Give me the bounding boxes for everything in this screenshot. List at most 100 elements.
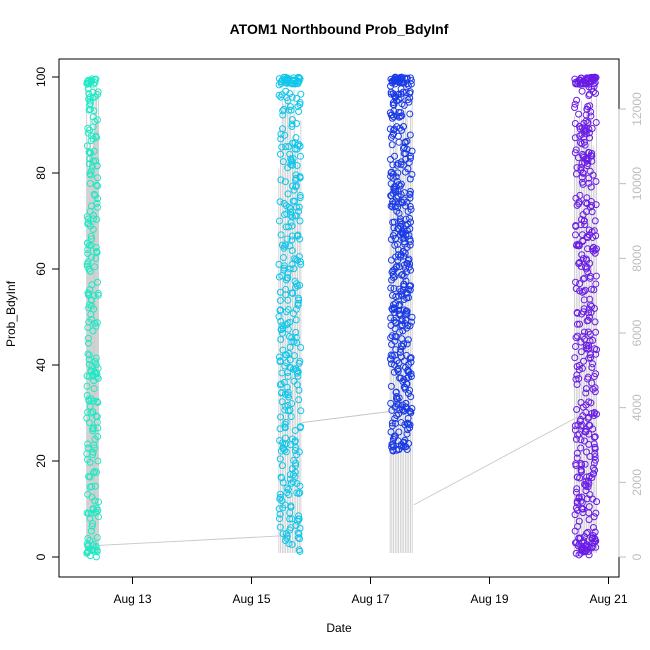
point-0-70 [95, 498, 103, 506]
point-2-313 [408, 313, 416, 321]
point-0-134 [85, 419, 93, 427]
point-2-240 [394, 365, 402, 373]
point-0-88 [89, 448, 97, 456]
point-0-26 [89, 451, 97, 459]
point-1-15 [288, 289, 296, 297]
point-3-99 [571, 422, 579, 430]
point-1-318 [284, 391, 292, 399]
point-0-104 [90, 107, 98, 115]
point-3-46 [587, 183, 595, 191]
point-3-165 [573, 406, 581, 414]
point-3-219 [586, 491, 594, 499]
point-1-104 [289, 182, 297, 190]
point-1-311 [296, 281, 304, 289]
y2-axis: 0 2000 4000 6000 8000 10000 12000 [618, 92, 644, 560]
point-1-30 [278, 329, 286, 337]
point-1-236 [284, 486, 292, 494]
point-2-416 [406, 94, 414, 102]
point-2-396 [406, 354, 414, 362]
point-3-167 [571, 100, 579, 108]
point-0-27 [89, 215, 97, 223]
point-2-358 [391, 415, 399, 423]
point-3-289 [588, 364, 596, 372]
point-3-331 [576, 191, 584, 199]
point-1-112 [284, 305, 292, 313]
point-1-73 [295, 108, 303, 116]
point-3-405 [586, 102, 594, 110]
point-0-197 [94, 88, 102, 96]
point-1-29 [297, 344, 305, 352]
point-1-234 [292, 183, 300, 191]
point-3-269 [592, 509, 600, 517]
point-1-206 [276, 455, 284, 463]
point-1-235 [295, 140, 303, 148]
point-0-113 [94, 195, 102, 203]
point-2-246 [395, 428, 403, 436]
point-3-397 [588, 152, 596, 160]
y-tick-label-4: 80 [34, 166, 48, 180]
point-1-123 [278, 398, 286, 406]
point-1-57 [296, 217, 304, 225]
point-0-49 [84, 334, 92, 342]
point-1-261 [293, 489, 301, 497]
point-0-132 [90, 147, 98, 155]
point-1-128 [276, 493, 284, 501]
point-0-177 [90, 212, 97, 220]
point-1-305 [277, 335, 285, 343]
point-2-245 [395, 79, 403, 87]
point-2-275 [395, 310, 403, 318]
point-2-302 [398, 271, 406, 279]
point-1-82 [275, 91, 283, 99]
point-0-63 [93, 398, 101, 406]
point-1-287 [289, 76, 297, 84]
point-3-382 [575, 122, 583, 130]
point-1-307 [285, 350, 293, 358]
point-3-51 [592, 119, 600, 127]
point-1-116 [289, 310, 297, 318]
point-0-86 [87, 253, 95, 261]
point-3-121 [581, 460, 589, 468]
point-3-403 [590, 82, 598, 90]
point-3-406 [584, 234, 592, 242]
point-3-378 [590, 433, 598, 441]
point-3-308 [575, 495, 583, 503]
point-0-9 [87, 310, 95, 318]
point-2-119 [390, 274, 398, 282]
y-tick-label-2: 40 [34, 358, 48, 372]
point-1-67 [294, 299, 302, 307]
point-0-77 [84, 324, 92, 332]
point-0-204 [88, 302, 96, 310]
point-2-375 [395, 108, 403, 116]
point-3-285 [577, 468, 585, 476]
point-2-163 [406, 131, 414, 139]
point-0-133 [89, 93, 97, 101]
point-3-160 [574, 154, 582, 162]
point-1-197 [282, 291, 290, 299]
y2-tick-label-1: 2000 [630, 469, 644, 496]
point-2-348 [390, 368, 398, 376]
point-3-140 [582, 385, 590, 393]
point-3-292 [573, 320, 581, 328]
point-2-320 [400, 295, 408, 303]
point-0-131 [83, 382, 91, 390]
point-1-79 [280, 199, 288, 207]
point-2-295 [406, 191, 414, 199]
point-1-174 [283, 210, 291, 218]
point-1-269 [297, 90, 305, 98]
point-2-352 [395, 394, 403, 402]
point-3-328 [591, 537, 599, 545]
point-2-164 [407, 358, 415, 366]
point-0-169 [92, 157, 100, 165]
point-2-394 [387, 169, 395, 177]
point-2-384 [403, 227, 411, 235]
point-3-171 [586, 422, 594, 430]
point-2-342 [389, 267, 397, 275]
point-0-190 [93, 468, 101, 476]
point-0-149 [85, 351, 93, 359]
point-1-80 [284, 274, 292, 282]
point-1-78 [280, 244, 288, 252]
point-3-66 [580, 287, 588, 295]
point-1-53 [293, 161, 301, 169]
point-3-274 [584, 118, 592, 126]
point-1-281 [286, 343, 294, 351]
